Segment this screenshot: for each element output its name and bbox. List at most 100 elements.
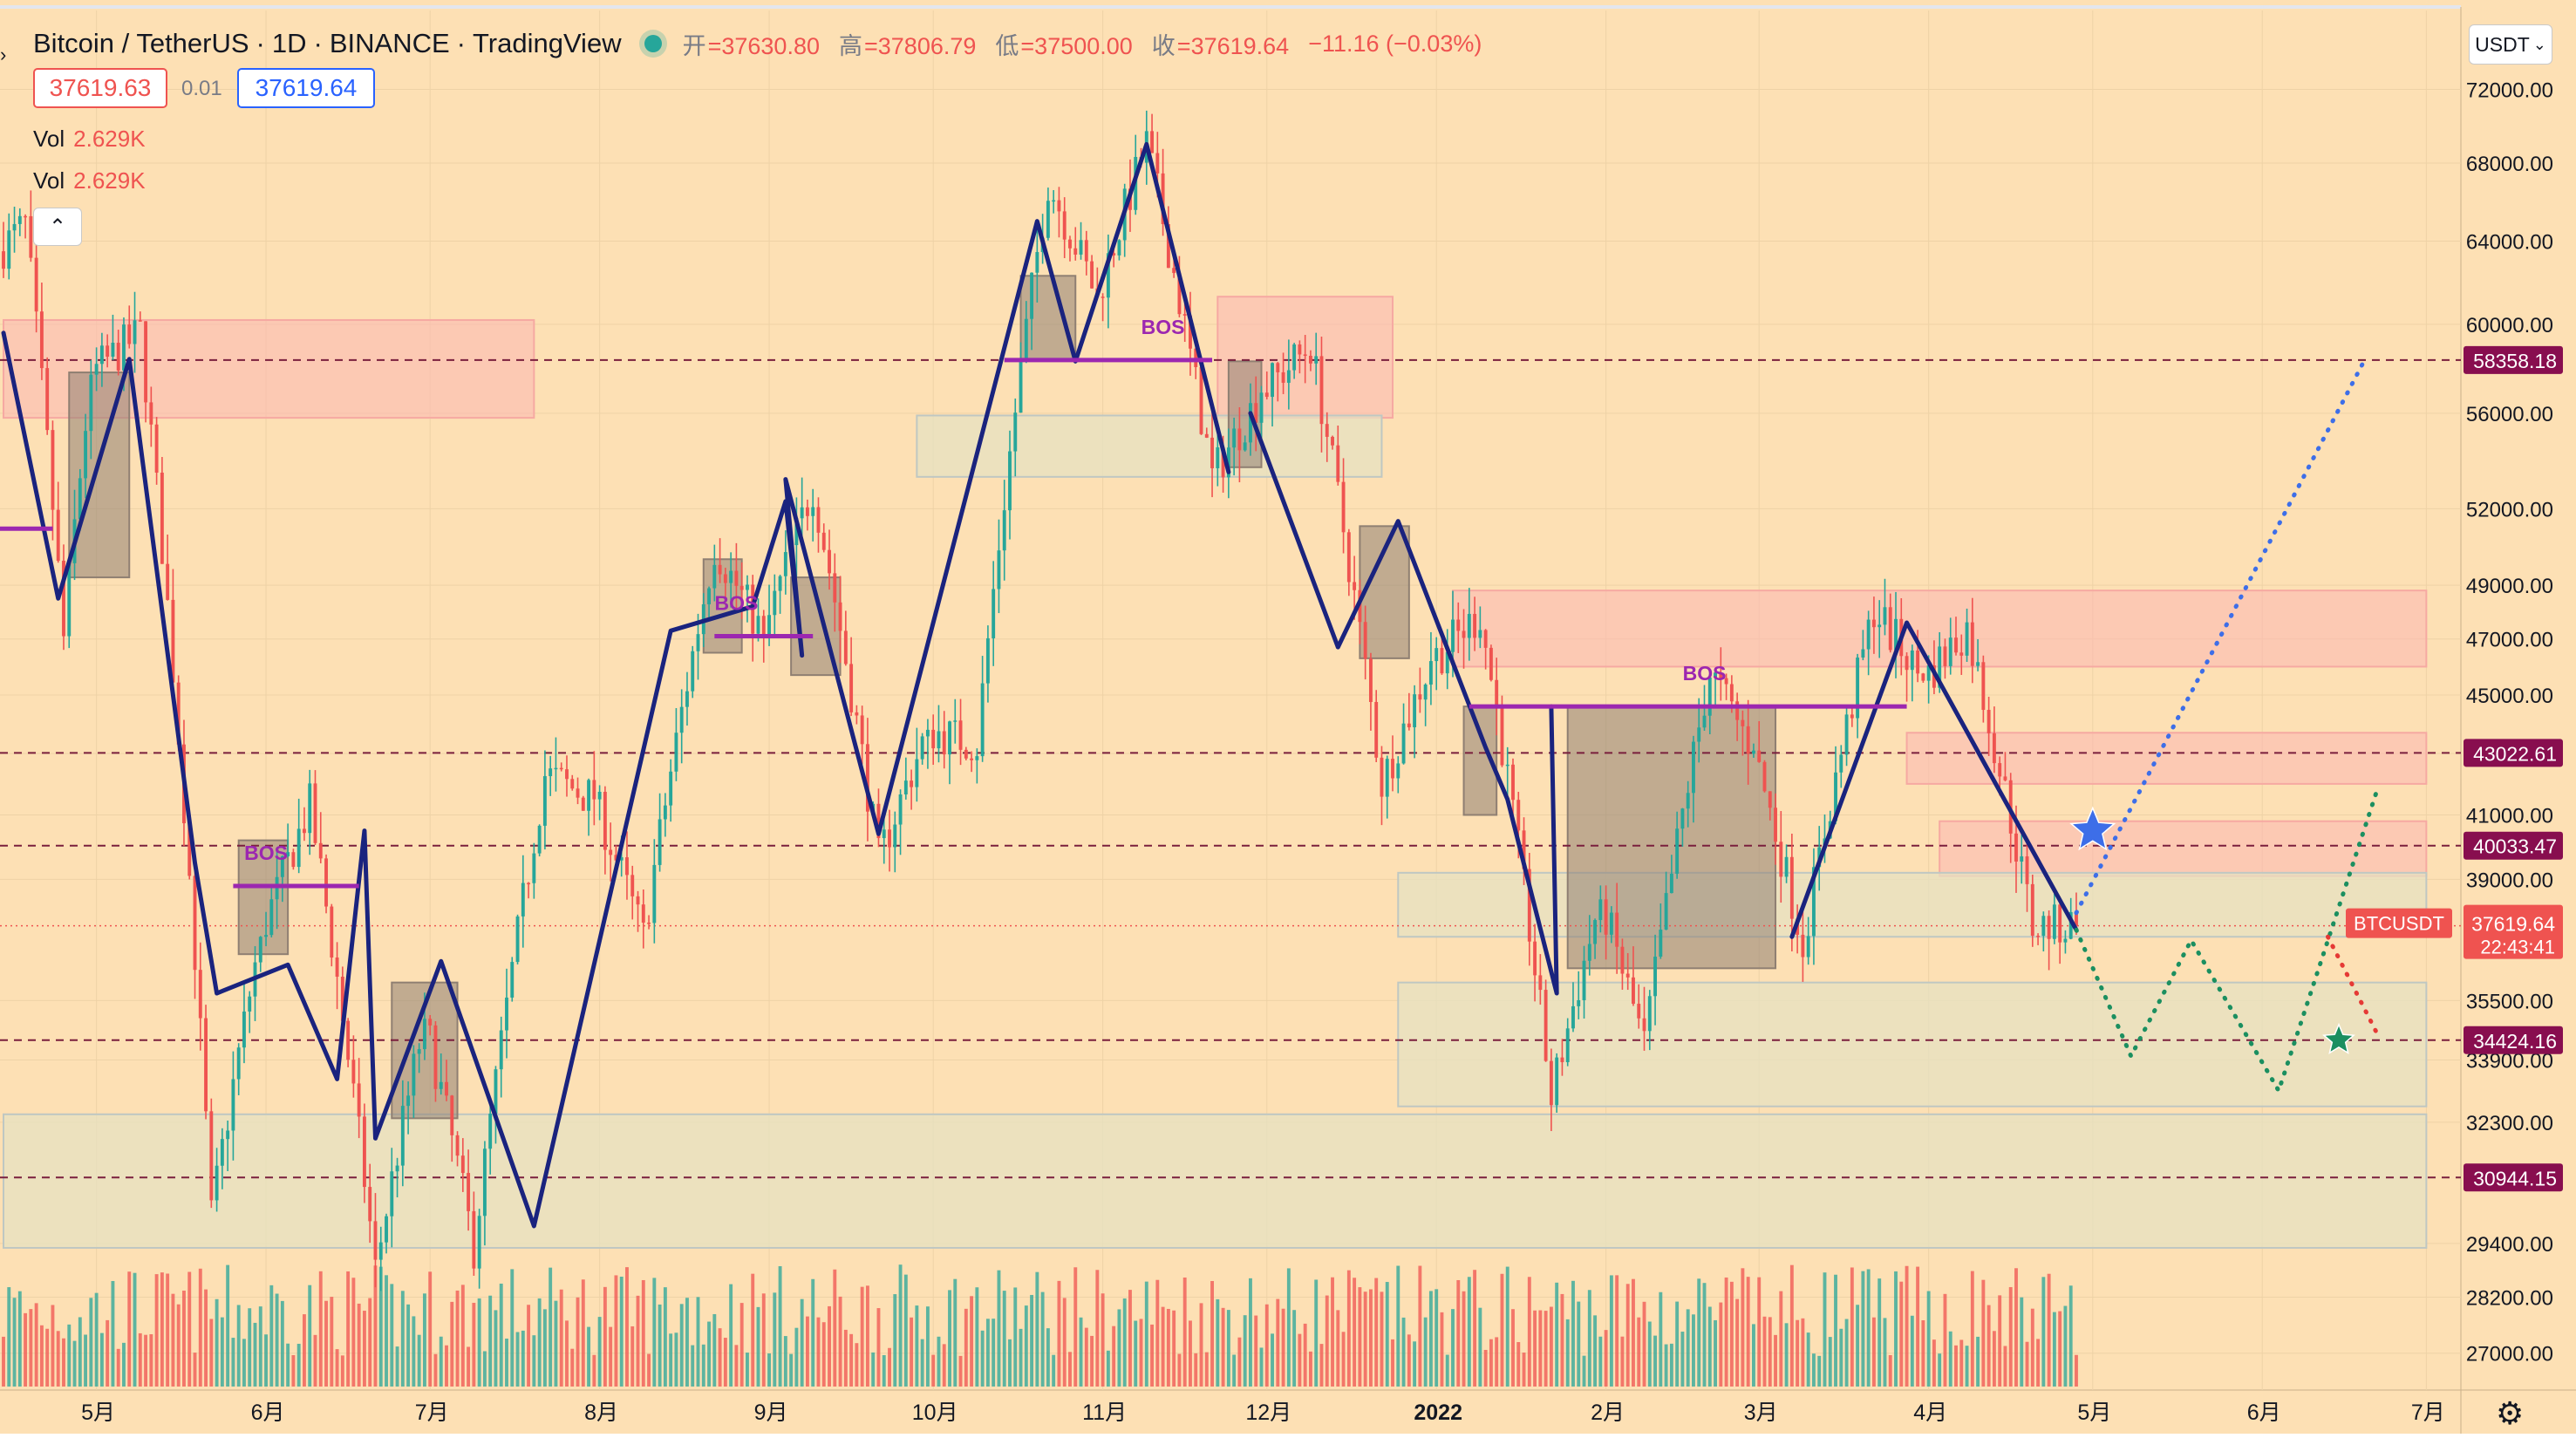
candle-body xyxy=(460,1155,465,1174)
time-tick-label: 12月 xyxy=(1245,1401,1291,1425)
collapse-legend-button[interactable]: ⌃ xyxy=(33,208,82,246)
volume-bar xyxy=(455,1290,460,1387)
volume-bar xyxy=(1249,1278,1252,1387)
candle-body xyxy=(385,1216,388,1243)
volume-bar xyxy=(450,1301,454,1387)
volume-bar xyxy=(1341,1332,1346,1387)
candle-body xyxy=(1440,648,1444,674)
symbol-name[interactable]: Bitcoin / TetherUS xyxy=(33,28,249,58)
candle-body xyxy=(264,935,268,937)
volume-bar xyxy=(122,1342,126,1387)
candle-body xyxy=(1385,759,1389,797)
candle-body xyxy=(1735,701,1740,720)
volume-bar xyxy=(1440,1312,1444,1387)
candle-body xyxy=(893,824,897,848)
currency-label: USDT xyxy=(2475,32,2530,56)
candle-body xyxy=(811,507,815,516)
candle-body xyxy=(723,574,727,583)
close-value: 37619.64 xyxy=(1190,32,1290,59)
price-tick-label: 72000.00 xyxy=(2466,78,2553,102)
candle-body xyxy=(84,431,88,479)
time-axis[interactable]: 5月 6月 7月 8月 9月 10月 11月 12月 2022 2月 3月 4月 5月 6月 7月 xyxy=(81,1401,2445,1425)
candle-body xyxy=(712,564,717,589)
interval-label[interactable]: 1D xyxy=(271,28,307,58)
volume-bar xyxy=(532,1335,536,1387)
candle-body xyxy=(2047,916,2051,939)
volume-bar xyxy=(1401,1317,1406,1387)
volume-bar xyxy=(1811,1353,1816,1387)
volume-bar xyxy=(1680,1332,1685,1387)
gear-icon[interactable]: ⚙ xyxy=(2496,1395,2525,1431)
candle-body xyxy=(422,1019,426,1050)
volume-bar xyxy=(1871,1317,1876,1387)
currency-selector[interactable]: USDT ⌄ xyxy=(2469,24,2552,65)
indicator-value: 2.629K xyxy=(73,126,146,152)
candle-body xyxy=(1659,930,1663,958)
candle-body xyxy=(625,857,629,876)
volume-bar xyxy=(1823,1272,1827,1387)
volume-indicator-legend[interactable]: Vol 2.629K xyxy=(33,126,146,153)
candle-body xyxy=(154,424,159,473)
volume-bar xyxy=(1817,1355,1822,1387)
trend-drawings[interactable]: BOS BOS BOS BOS xyxy=(0,141,2380,1229)
candle-body xyxy=(390,1171,394,1217)
volume-bar xyxy=(652,1278,657,1387)
volume-bar xyxy=(144,1334,148,1387)
candle-body xyxy=(636,896,640,905)
volume-bar xyxy=(1746,1277,1750,1387)
time-tick-label: 3月 xyxy=(1744,1401,1778,1425)
buy-price-button[interactable]: 37619.64 xyxy=(237,68,375,108)
price-tick-label: 49000.00 xyxy=(2466,575,2553,598)
candle-body xyxy=(373,1221,378,1260)
candle-body xyxy=(1161,173,1165,225)
volume-bar xyxy=(860,1286,864,1387)
volume-bar xyxy=(1593,1315,1598,1387)
candle-body xyxy=(1724,678,1728,685)
volume-bar xyxy=(378,1266,383,1387)
volume-bar xyxy=(362,1311,366,1387)
candle-body xyxy=(833,573,837,603)
candle-body xyxy=(1189,315,1192,349)
candle-body xyxy=(975,756,979,760)
volume-bar xyxy=(679,1304,684,1387)
sell-price-button[interactable]: 37619.63 xyxy=(33,68,167,108)
candle-body xyxy=(1992,733,1996,764)
candle-body xyxy=(406,1095,411,1107)
candle-body xyxy=(340,977,344,1021)
volume-bar xyxy=(193,1353,197,1387)
candle-body xyxy=(652,864,657,923)
volume-bar xyxy=(286,1343,290,1387)
candle-body xyxy=(62,561,65,637)
volume-bar xyxy=(1368,1289,1373,1387)
candle-body xyxy=(903,780,908,794)
candle-body xyxy=(1249,403,1252,443)
price-axis-background xyxy=(2461,0,2576,1434)
chevron-up-icon: ⌃ xyxy=(48,215,67,239)
candle-body xyxy=(455,1135,460,1156)
volume-bar xyxy=(51,1305,55,1387)
price-tick-label: 32300.00 xyxy=(2466,1112,2553,1135)
volume-bar xyxy=(1938,1353,1942,1387)
volume-indicator-legend[interactable]: Vol 2.629K xyxy=(33,167,146,194)
candle-body xyxy=(2068,911,2073,939)
volume-bar xyxy=(510,1269,515,1387)
volume-bar xyxy=(2036,1339,2041,1387)
candle-body xyxy=(537,825,542,854)
candle-body xyxy=(1030,272,1034,319)
volume-bar xyxy=(674,1332,678,1387)
volume-bar xyxy=(1117,1309,1121,1387)
chevron-right-icon[interactable]: › xyxy=(0,44,7,65)
candle-body xyxy=(2025,856,2029,884)
candle-body xyxy=(647,922,651,924)
volume-bar xyxy=(1702,1283,1707,1387)
volume-bar xyxy=(876,1308,881,1387)
volume-bar xyxy=(1139,1319,1143,1387)
volume-bar xyxy=(1467,1277,1471,1387)
volume-bar xyxy=(2008,1286,2013,1387)
candle-body xyxy=(597,792,602,800)
volume-bar xyxy=(482,1351,487,1387)
candle-body xyxy=(1577,999,1581,1006)
time-tick-label: 6月 xyxy=(251,1401,285,1425)
